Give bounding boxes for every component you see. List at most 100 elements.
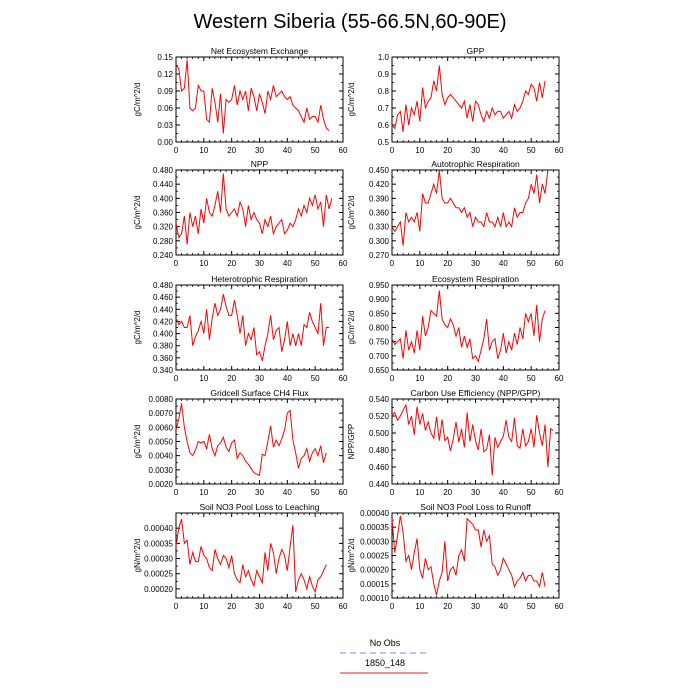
y-tick-label: 0.00040 (360, 509, 389, 518)
y-tick-label: 0.0060 (149, 423, 174, 432)
x-tick-label: 60 (339, 374, 348, 383)
legend-label-1850-148: 1850_148 (365, 658, 405, 668)
x-tick-label: 40 (499, 488, 508, 497)
series-line (391, 515, 546, 596)
chart-panel: GPP 0 10 20 30 40 50 60 0.5 0.6 0.7 0.8 0.9 1.0 gC/m^2… (347, 46, 564, 155)
x-tick-label: 0 (390, 259, 395, 268)
y-tick-label: 0.320 (153, 223, 174, 232)
x-tick-label: 60 (339, 146, 348, 155)
y-tick-label: 0.390 (369, 194, 390, 203)
chart-title: Soil NO3 Pool Loss to Runoff (420, 502, 531, 512)
y-tick-label: 0.360 (153, 354, 174, 363)
y-tick-label: 0.450 (369, 166, 390, 175)
series-line (391, 169, 549, 246)
y-axis-label: gN/m^2/d (347, 539, 356, 573)
x-tick-label: 60 (555, 488, 564, 497)
y-tick-label: 0.00025 (144, 570, 173, 579)
x-tick-label: 30 (471, 602, 480, 611)
x-tick-label: 60 (555, 602, 564, 611)
y-tick-label: 0.0030 (149, 466, 174, 475)
x-tick-label: 0 (174, 374, 179, 383)
x-tick-label: 30 (471, 488, 480, 497)
y-tick-label: 0.460 (153, 293, 174, 302)
legend: No Obs 1850_148 (340, 638, 428, 674)
y-tick-label: 0.00030 (360, 537, 389, 546)
y-tick-label: 0.0070 (149, 409, 174, 418)
x-tick-label: 60 (339, 259, 348, 268)
page-title: Western Siberia (55-66.5N,60-90E) (193, 11, 506, 33)
x-tick-label: 50 (527, 146, 536, 155)
y-tick-label: 0.00030 (144, 555, 173, 564)
y-tick-label: 0.400 (153, 194, 174, 203)
plot-frame (175, 56, 344, 143)
y-tick-label: 0.00020 (144, 585, 173, 594)
y-tick-label: 0.0080 (149, 395, 174, 404)
x-tick-label: 60 (555, 259, 564, 268)
x-tick-label: 50 (527, 259, 536, 268)
y-tick-label: 0.00035 (144, 539, 173, 548)
panels-group: Net Ecosystem Exchange 0 10 20 30 40 50 60 0.000… (133, 46, 564, 611)
x-tick-label: 40 (499, 259, 508, 268)
series-line (391, 65, 546, 132)
y-axis-label: gC/m^2/d (347, 311, 356, 345)
x-tick-label: 0 (174, 146, 179, 155)
x-tick-label: 20 (227, 259, 236, 268)
x-tick-label: 10 (415, 146, 424, 155)
x-tick-label: 60 (555, 146, 564, 155)
y-tick-label: 0.420 (369, 180, 390, 189)
y-tick-label: 0.480 (153, 166, 174, 175)
x-tick-label: 10 (199, 146, 208, 155)
chart-title: Carbon Use Efficiency (NPP/GPP) (411, 388, 541, 398)
x-tick-label: 50 (311, 602, 320, 611)
chart-panel: Soil NO3 Pool Loss to Leaching 0 10 20 30 40 5… (133, 502, 348, 611)
x-tick-label: 50 (527, 602, 536, 611)
x-tick-label: 30 (255, 259, 264, 268)
y-tick-label: 0.8 (378, 87, 390, 96)
chart-title: NPP (251, 159, 269, 169)
chart-title: Net Ecosystem Exchange (211, 46, 309, 56)
x-tick-label: 30 (471, 374, 480, 383)
chart-title: Heterotrophic Respiration (211, 274, 308, 284)
y-tick-label: 0.0040 (149, 452, 174, 461)
y-axis-label: gN/m^2/d (133, 539, 142, 573)
x-tick-label: 10 (199, 374, 208, 383)
y-tick-label: 0.460 (369, 463, 390, 472)
x-tick-label: 30 (255, 602, 264, 611)
y-tick-label: 0.280 (153, 237, 174, 246)
x-tick-label: 40 (283, 146, 292, 155)
plot-frame (175, 398, 344, 485)
y-axis-label: gC/m^2/d (133, 83, 142, 117)
y-tick-label: 0.380 (153, 342, 174, 351)
y-tick-label: 0.340 (153, 366, 174, 375)
y-tick-label: 0.650 (369, 366, 390, 375)
x-tick-label: 40 (283, 602, 292, 611)
chart-panel: Gridcell Surface CH4 Flux 0 10 20 30 40 50 60 0.… (133, 388, 348, 497)
series-line (175, 293, 330, 362)
chart-panel: NPP 0 10 20 30 40 50 60 0.240 0.280 0.320 0.360 0.40… (133, 159, 348, 268)
x-tick-label: 30 (471, 259, 480, 268)
x-tick-label: 10 (415, 602, 424, 611)
series-line (175, 173, 333, 245)
series-line (175, 403, 327, 477)
x-tick-label: 10 (199, 488, 208, 497)
y-tick-label: 0.03 (157, 121, 173, 130)
y-tick-label: 0.500 (369, 429, 390, 438)
x-tick-label: 30 (471, 146, 480, 155)
y-tick-label: 0.0050 (149, 438, 174, 447)
x-tick-label: 40 (283, 259, 292, 268)
y-tick-label: 0.15 (157, 53, 173, 62)
y-tick-label: 0.440 (369, 480, 390, 489)
x-tick-label: 20 (443, 488, 452, 497)
chart-title: Gridcell Surface CH4 Flux (210, 388, 309, 398)
x-tick-label: 10 (199, 259, 208, 268)
y-axis-label: gC/m^2/d (347, 196, 356, 230)
y-axis-label: NPP/GPP (347, 424, 356, 460)
plot-frame (175, 284, 344, 371)
x-tick-label: 30 (255, 146, 264, 155)
y-tick-label: 0.00035 (360, 523, 389, 532)
y-tick-label: 0.900 (369, 295, 390, 304)
chart-title: Ecosystem Respiration (432, 274, 519, 284)
y-tick-label: 0.480 (369, 446, 390, 455)
x-tick-label: 10 (415, 259, 424, 268)
